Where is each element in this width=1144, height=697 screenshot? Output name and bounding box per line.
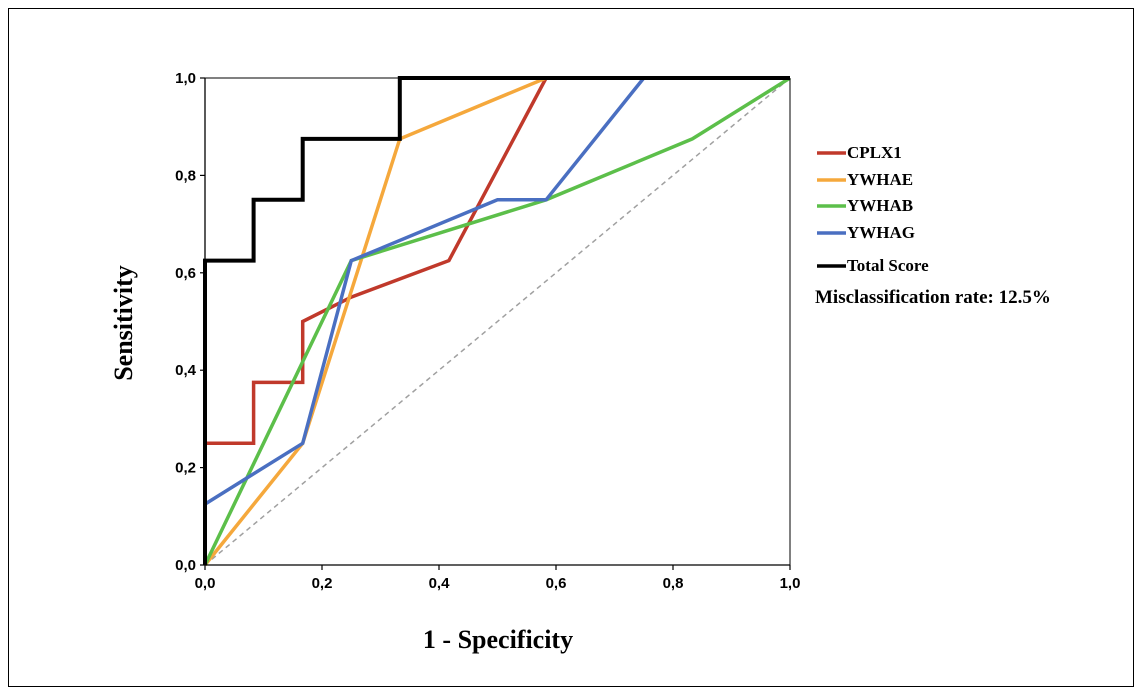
x-tick-label: 0,8 xyxy=(663,575,684,592)
reference-diagonal xyxy=(204,77,791,566)
x-tick-label: 0,4 xyxy=(429,575,451,592)
y-tick-label: 1,0 xyxy=(175,70,196,87)
reference-line xyxy=(204,77,791,566)
legend-label-total-score: Total Score xyxy=(847,256,929,275)
x-axis-title: 1 - Specificity xyxy=(423,625,573,654)
legend-label-ywhag: YWHAG xyxy=(847,223,915,242)
misclassification-annotation: Misclassification rate: 12.5% xyxy=(815,287,1051,308)
x-tick-label: 0,2 xyxy=(312,575,333,592)
series-line-total-score xyxy=(203,76,790,565)
chart-frame xyxy=(8,8,1134,687)
x-tick-label: 1,0 xyxy=(780,575,801,592)
series-line-ywhag xyxy=(203,76,790,565)
x-axis-ticks: 0,0 0,2 0,4 0,6 0,8 1,0 xyxy=(195,565,801,592)
series-line-cplx1 xyxy=(203,76,790,565)
legend: CPLX1 YWHAE YWHAB YWHAG Total Score xyxy=(817,143,929,275)
legend-label-cplx1: CPLX1 xyxy=(847,143,902,162)
y-tick-label: 0,4 xyxy=(175,362,197,379)
y-axis-ticks: 0,0 0,2 0,4 0,6 0,8 1,0 xyxy=(175,70,205,574)
y-tick-label: 0,6 xyxy=(175,265,196,282)
y-axis-title: Sensitivity xyxy=(109,265,138,381)
legend-label-ywhab: YWHAB xyxy=(847,196,913,215)
legend-label-ywhae: YWHAE xyxy=(847,170,913,189)
y-tick-label: 0,2 xyxy=(175,460,196,477)
axes xyxy=(204,77,791,566)
x-tick-label: 0,0 xyxy=(195,575,216,592)
y-tick-label: 0,8 xyxy=(175,167,196,184)
x-tick-label: 0,6 xyxy=(546,575,567,592)
y-tick-label: 0,0 xyxy=(175,557,196,574)
